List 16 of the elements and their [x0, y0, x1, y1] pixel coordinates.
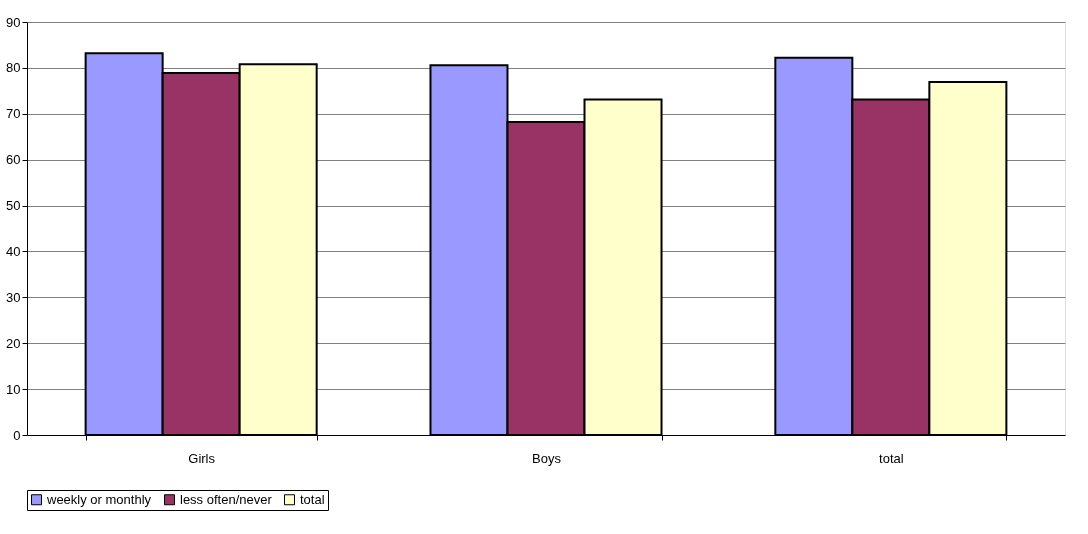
- y-tick-label: 70: [6, 106, 21, 122]
- y-tick-label: 90: [6, 14, 21, 30]
- y-tick-label: 50: [6, 198, 21, 214]
- y-tick-label: 20: [6, 335, 21, 351]
- y-tick-label: 10: [6, 381, 21, 397]
- y-tick-label: 60: [6, 152, 21, 168]
- legend-label: less often/never: [180, 491, 273, 507]
- x-tick-label: Girls: [188, 450, 216, 466]
- legend-label: total: [300, 491, 325, 507]
- legend-label: weekly or monthly: [46, 491, 152, 507]
- y-tick-label: 80: [6, 60, 21, 76]
- y-tick-label: 0: [13, 427, 21, 443]
- y-tick-label: 40: [6, 243, 21, 259]
- x-tick-label: total: [879, 450, 904, 466]
- x-tick-label: Boys: [532, 450, 562, 466]
- y-tick-label: 30: [6, 289, 21, 305]
